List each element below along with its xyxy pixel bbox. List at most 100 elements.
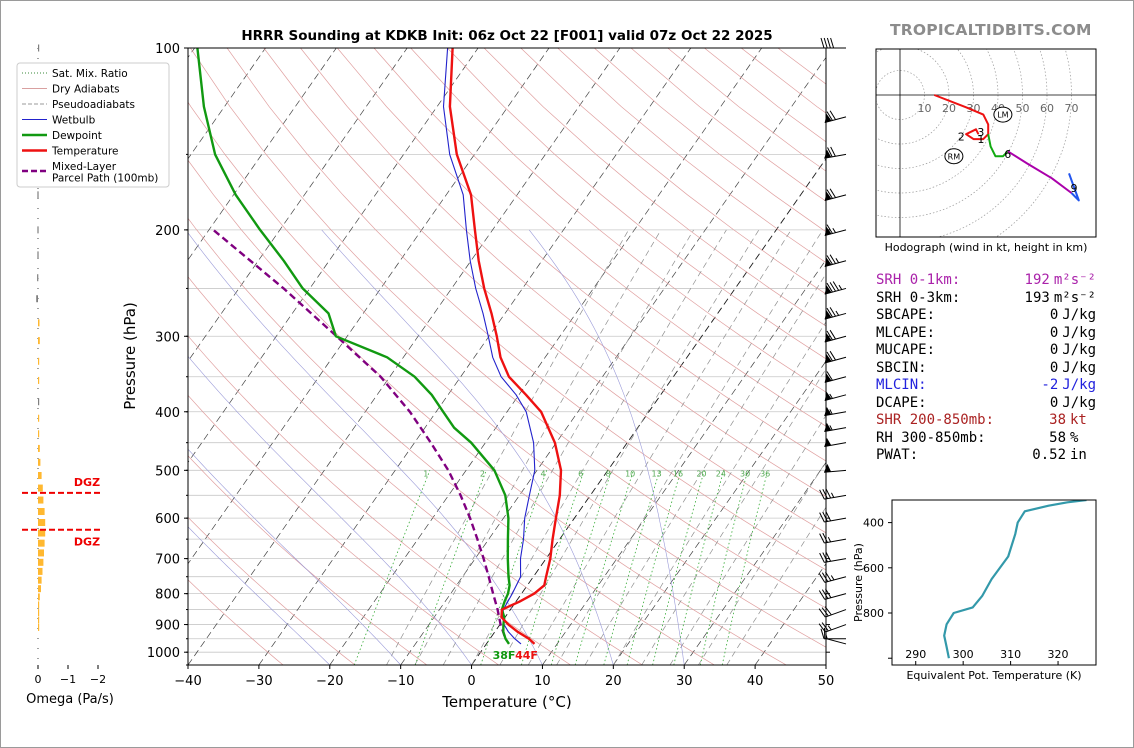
barb-full <box>832 281 840 291</box>
hodograph-ring-label: 70 <box>1065 102 1079 115</box>
barb-full <box>826 37 831 49</box>
mixing-ratio-line <box>550 470 612 665</box>
legend-label: Dry Adiabats <box>52 84 120 96</box>
barb-pennant <box>824 149 832 159</box>
hodograph-ring-label: 20 <box>942 102 956 115</box>
omega-x-tick-label: −1 <box>60 673 76 686</box>
mixing-ratio-label: 4 <box>541 470 546 479</box>
barb-full <box>825 488 832 499</box>
barb-full <box>827 147 833 158</box>
barb-pennant <box>824 373 832 383</box>
x-tick-label: −30 <box>245 674 272 689</box>
moist-guide <box>321 229 614 665</box>
barb-pennant <box>824 257 832 267</box>
barb-pennant <box>824 310 832 320</box>
theta-y-tick-label: 800 <box>863 607 884 620</box>
wind-barb <box>820 37 846 49</box>
mixing-ratio-label: 1 <box>423 470 428 479</box>
barb-full <box>823 37 828 49</box>
stat-row: SRH 0-3km: 193 m²s⁻² <box>876 290 1096 308</box>
y-tick-label: 700 <box>155 553 180 568</box>
x-tick-label: 40 <box>747 674 764 689</box>
omega-bar <box>38 458 41 466</box>
barb-full <box>826 282 833 293</box>
wind-barb <box>824 329 847 343</box>
omega-bar <box>38 549 44 557</box>
x-tick-label: 10 <box>534 674 551 689</box>
barb-staff <box>824 442 847 447</box>
mixing-ratio-line <box>353 470 431 665</box>
barb-full <box>822 489 828 499</box>
omega-bar <box>38 601 40 609</box>
barb-full <box>821 607 829 617</box>
stat-unit: % <box>1070 429 1079 446</box>
wind-barb <box>823 627 847 645</box>
barb-staff <box>824 427 847 432</box>
wind-barb <box>824 224 847 237</box>
x-tick-label: 30 <box>676 674 693 689</box>
isotherm-line <box>329 48 762 665</box>
barb-staff <box>824 593 847 600</box>
x-tick-label: 20 <box>605 674 622 689</box>
barb-pennant <box>824 333 832 342</box>
barb-half <box>829 409 833 415</box>
barb-full <box>829 188 836 198</box>
barb-full <box>829 110 836 120</box>
omega-bar <box>37 191 39 199</box>
stat-label: SHR 200-850mb: <box>876 412 995 428</box>
barb-full <box>818 573 826 583</box>
isotherm-line <box>683 461 826 665</box>
stat-unit: J/kg <box>1062 307 1096 323</box>
barb-half <box>832 227 836 233</box>
stat-row: SHR 200-850mb: 38 kt <box>876 412 1096 430</box>
y-tick-label: 1000 <box>147 646 180 661</box>
wind-barb <box>824 463 847 473</box>
surface-dewpoint-label: 38F <box>493 649 516 662</box>
wind-barb <box>824 146 847 159</box>
moist-guide <box>188 448 401 665</box>
omega-bar <box>38 539 45 547</box>
omega-bar <box>38 444 40 452</box>
skewt-plot-area: 1 2 4 6 8 10 13 16 20 24 30 36 <box>188 48 826 665</box>
wind-barb <box>824 350 847 364</box>
hodograph-height-label: 1 <box>977 133 984 146</box>
mixing-ratio-label: 2 <box>480 470 485 479</box>
stat-row: SRH 0-1km: 192 m²s⁻² <box>876 272 1096 290</box>
hodograph-panel: 1020304050607012369LMRMHodograph (wind i… <box>875 48 1097 254</box>
omega-bar <box>37 226 39 234</box>
moist-guide <box>188 526 331 665</box>
stat-label: MLCAPE: <box>876 324 936 341</box>
omega-bar <box>38 319 40 327</box>
barb-full <box>825 511 832 522</box>
stat-value: 0 <box>1049 394 1059 411</box>
omega-bar <box>38 496 44 504</box>
barb-full <box>830 146 836 157</box>
barb-pennant <box>824 407 832 416</box>
omega-x-tick-label: −2 <box>90 673 106 686</box>
x-tick-label: −10 <box>387 674 414 689</box>
wind-barb <box>824 307 847 320</box>
wind-barb <box>824 391 847 402</box>
barb-full <box>826 111 833 121</box>
wind-barb <box>824 110 847 124</box>
mixing-ratio-label: 10 <box>625 470 635 479</box>
barb-full <box>824 606 832 616</box>
barb-full <box>829 350 836 361</box>
chart-title: HRRR Sounding at KDKB Init: 06z Oct 22 [… <box>241 28 772 44</box>
barb-full <box>822 511 828 522</box>
stat-label: PWAT: <box>876 447 919 463</box>
theta-frame <box>891 499 1097 666</box>
hodograph-height-label: 2 <box>958 131 965 144</box>
stat-unit: J/kg <box>1062 377 1096 393</box>
omega-panel: DGZ DGZ 0 −1 −2 Omega (Pa/s) <box>22 44 114 707</box>
stat-unit: J/kg <box>1062 324 1096 341</box>
wind-barb <box>824 422 847 432</box>
wind-barb <box>819 551 847 563</box>
barb-full <box>821 589 829 599</box>
barb-full <box>826 255 833 265</box>
mixing-ratio-label: 24 <box>716 470 726 479</box>
wind-barb <box>824 188 847 202</box>
hodograph-trace <box>987 134 1009 158</box>
legend-label: Parcel Path (100mb) <box>52 173 158 185</box>
